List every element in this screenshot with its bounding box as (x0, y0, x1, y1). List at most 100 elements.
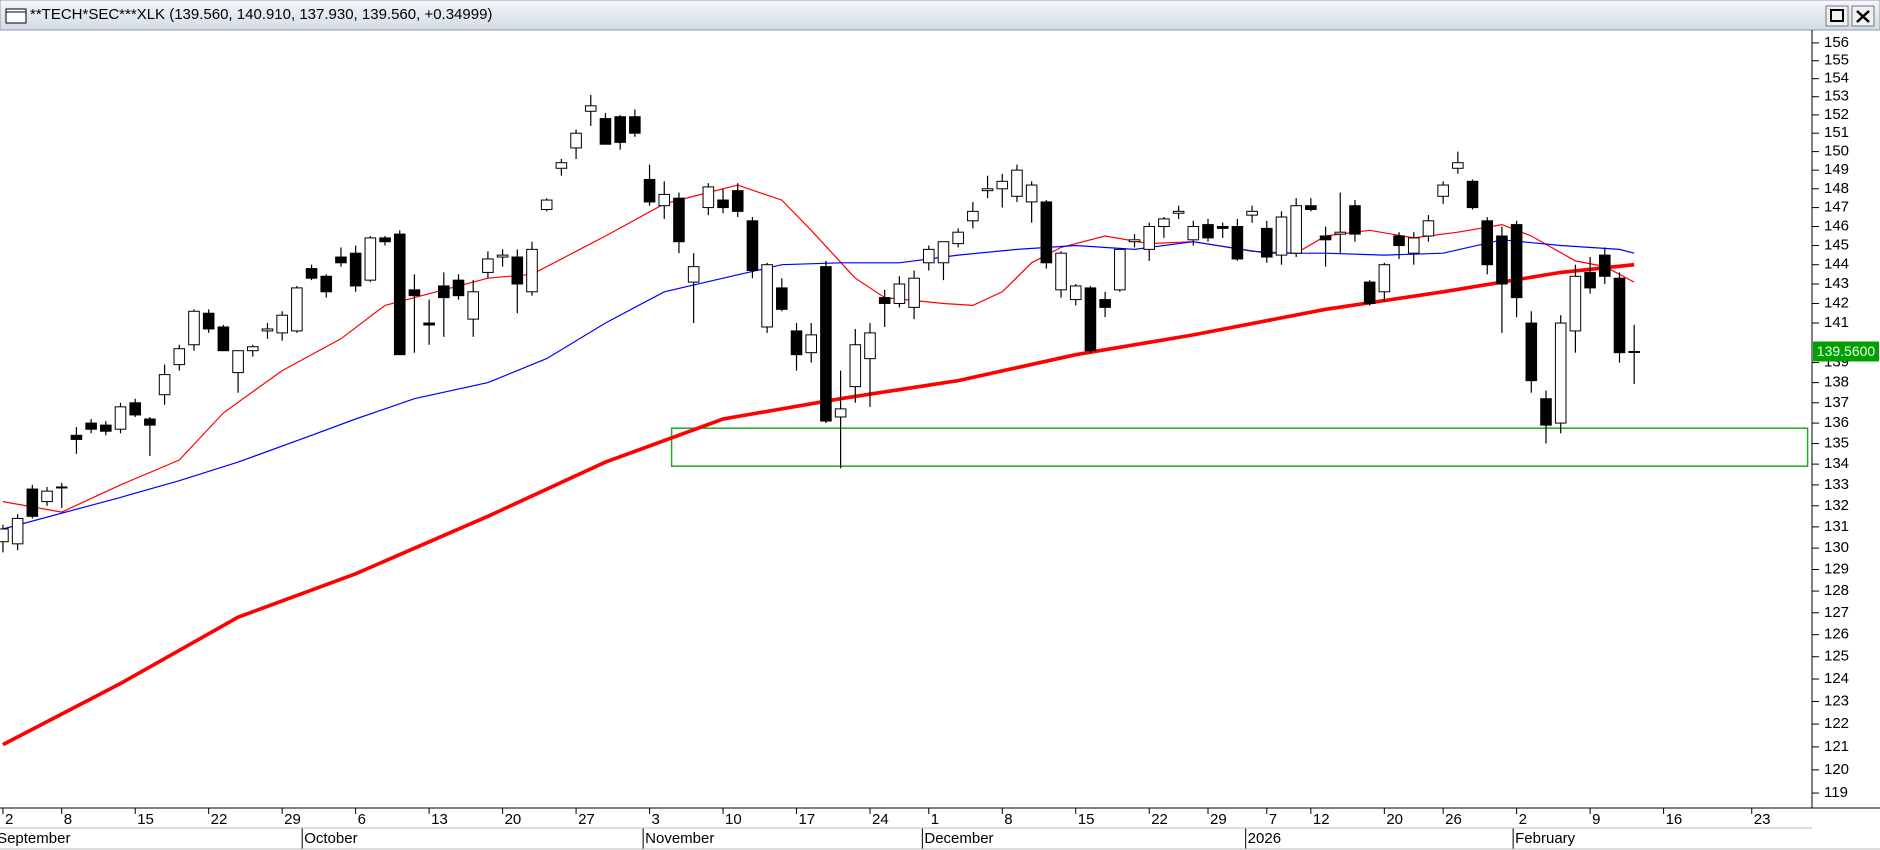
candle-body (555, 162, 568, 169)
candle-body (1099, 299, 1111, 308)
candle-body (1025, 184, 1038, 203)
candle-body (849, 344, 862, 388)
close-icon (1856, 10, 1870, 23)
candle-body (584, 105, 597, 112)
candle-body (276, 314, 288, 334)
candle-body (673, 197, 685, 243)
candle-body (496, 254, 509, 258)
title-bar (0, 0, 1880, 31)
y-tick-label: 134 (1824, 455, 1849, 472)
candle-body (173, 348, 186, 366)
candle-body (261, 328, 274, 332)
x-tick-label: 20 (1386, 811, 1403, 828)
candle-body (452, 279, 465, 297)
candle-body (0, 528, 9, 543)
month-label: November (645, 830, 714, 847)
candle-body (1363, 281, 1376, 304)
x-tick-label: 8 (64, 811, 72, 828)
candle-body (1290, 205, 1302, 254)
y-tick-label: 144 (1824, 256, 1849, 273)
x-tick-label: 16 (1666, 811, 1683, 828)
candle-body (408, 289, 421, 297)
x-tick-label: 9 (1592, 811, 1600, 828)
y-tick-label: 138 (1824, 374, 1849, 391)
candle-body (1128, 239, 1141, 243)
x-tick-label: 26 (1445, 811, 1462, 828)
y-tick-label: 119 (1824, 784, 1848, 801)
x-tick-label: 29 (284, 811, 301, 828)
candle-body (100, 424, 112, 432)
candle-body (922, 248, 935, 264)
candle-body (1407, 237, 1420, 254)
candle-body (790, 330, 803, 356)
last-price-label: 139.5600 (1817, 343, 1876, 359)
candle-body (1305, 205, 1317, 210)
y-tick-label: 127 (1824, 604, 1849, 621)
y-tick-label: 149 (1824, 161, 1849, 178)
candle-body (467, 291, 479, 320)
candle-body (1260, 227, 1273, 258)
x-tick-label: 2 (5, 811, 13, 828)
plot-area: 1191201211221231241251261271281291301311… (0, 34, 1849, 849)
window-title: **TECH*SEC***XLK (139.560, 140.910, 137.… (30, 6, 492, 23)
x-tick-label: 29 (1210, 811, 1227, 828)
y-tick-label: 143 (1824, 275, 1849, 292)
candle-body (996, 180, 1009, 190)
candle-body (1393, 235, 1405, 247)
candle-body (349, 252, 362, 287)
candle-body (320, 275, 333, 293)
month-label: September (0, 830, 70, 847)
candle-body (70, 434, 83, 440)
candle-body (246, 346, 259, 352)
month-label: February (1515, 830, 1576, 847)
candle-body (41, 490, 53, 503)
x-tick-label: 22 (211, 811, 228, 828)
candle-body (1422, 220, 1435, 237)
candle-body (1143, 225, 1156, 250)
candle-body (364, 237, 377, 281)
candle-body (26, 488, 39, 517)
candle-body (746, 220, 759, 271)
candle-body (1202, 224, 1214, 239)
x-tick-label: 27 (578, 811, 595, 828)
candle-body (1540, 398, 1552, 426)
y-tick-label: 123 (1824, 692, 1849, 709)
candle-body (1334, 231, 1347, 235)
candle-body (820, 266, 832, 422)
candle-body (393, 233, 406, 356)
candle-body (643, 178, 656, 203)
x-tick-label: 17 (799, 811, 816, 828)
y-tick-label: 122 (1824, 715, 1849, 732)
y-tick-label: 156 (1824, 34, 1849, 51)
x-tick-label: 3 (652, 811, 660, 828)
x-tick-label: 12 (1313, 811, 1330, 828)
candle-body (761, 264, 773, 328)
candle-body (1569, 275, 1582, 332)
candle-body (379, 237, 391, 243)
y-tick-label: 153 (1824, 88, 1849, 105)
y-tick-label: 130 (1824, 539, 1849, 556)
maximize-icon (1830, 9, 1844, 22)
candle-body (144, 418, 156, 426)
candle-body (335, 256, 347, 264)
candle-body (805, 334, 818, 354)
candle-body (1437, 184, 1449, 197)
y-tick-label: 124 (1824, 670, 1849, 687)
candle-body (1554, 322, 1567, 424)
candle-body (687, 266, 700, 283)
x-tick-label: 8 (1004, 811, 1012, 828)
y-tick-label: 147 (1824, 199, 1849, 216)
candle-body (1481, 220, 1494, 266)
x-tick-label: 15 (1078, 811, 1095, 828)
candle-body (158, 374, 171, 396)
y-tick-label: 142 (1824, 294, 1849, 311)
y-tick-label: 148 (1824, 180, 1849, 197)
candle-body (1216, 225, 1229, 229)
candle-body (717, 199, 729, 209)
y-tick-label: 132 (1824, 497, 1849, 514)
x-tick-label: 7 (1269, 811, 1277, 828)
moving-average (2, 262, 1635, 747)
y-tick-label: 131 (1824, 518, 1849, 535)
candle-body (981, 188, 994, 192)
y-tick-label: 154 (1824, 70, 1849, 87)
